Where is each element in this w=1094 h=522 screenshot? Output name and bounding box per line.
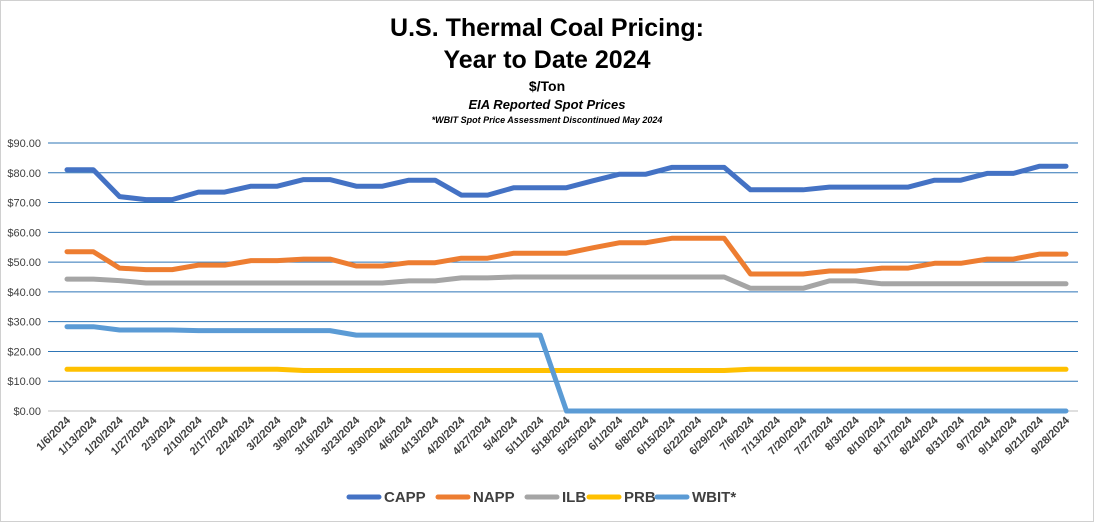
chart-title-line-1: U.S. Thermal Coal Pricing: <box>390 14 704 42</box>
y-tick-label: $60.00 <box>7 227 41 239</box>
y-tick-label: $80.00 <box>7 168 41 180</box>
y-tick-label: $0.00 <box>13 406 41 418</box>
y-tick-label: $10.00 <box>7 376 41 388</box>
legend: CAPP NAPP ILB PRB WBIT* <box>346 489 736 506</box>
series-line-capp <box>64 163 1069 203</box>
legend-label: PRB <box>624 489 656 506</box>
x-axis: 1/6/20241/13/20241/20/20241/27/20242/3/2… <box>34 414 1072 458</box>
y-tick-label: $50.00 <box>7 257 41 269</box>
series-line-napp <box>64 235 1069 277</box>
chart-note: *WBIT Spot Price Assessment Discontinued… <box>431 115 663 125</box>
series-line-ilb <box>64 274 1069 291</box>
series-lines <box>64 163 1069 414</box>
y-tick-label: $70.00 <box>7 198 41 210</box>
legend-label: NAPP <box>473 489 515 506</box>
y-tick-label: $20.00 <box>7 346 41 358</box>
chart-subtitle-source: EIA Reported Spot Prices <box>468 97 626 112</box>
y-tick-label: $90.00 <box>7 138 41 150</box>
legend-label: WBIT* <box>692 489 736 506</box>
legend-label: CAPP <box>384 489 426 506</box>
chart-title-line-2: Year to Date 2024 <box>443 46 651 74</box>
legend-label: ILB <box>562 489 586 506</box>
series-line-wbit <box>64 324 1069 414</box>
y-tick-label: $30.00 <box>7 317 41 329</box>
y-tick-label: $40.00 <box>7 287 41 299</box>
chart-subtitle-units: $/Ton <box>528 78 566 94</box>
series-line-prb <box>64 366 1069 373</box>
y-axis: $0.00 $10.00 $20.00 $30.00 $40.00 $50.00 $60.0… <box>7 138 41 418</box>
